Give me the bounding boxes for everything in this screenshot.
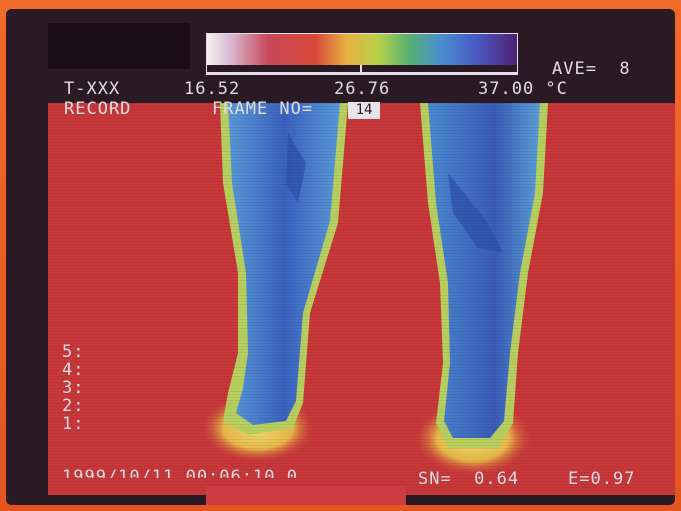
timestamp-label: 1999/10/11 00:06:10.0 — [62, 467, 298, 487]
frame-number-value: 14 — [348, 102, 380, 119]
average-readout: AVE= 8 — [552, 59, 631, 79]
side-marker-5: 5: — [62, 342, 85, 362]
model-label: T-XXX — [64, 79, 121, 99]
blank-label-box — [48, 23, 190, 69]
thermal-monitor-screen: AVE= 8 T-XXX 16.52 26.76 37.00 °C RECORD… — [6, 9, 675, 505]
left-panel — [6, 103, 48, 505]
frame-number-label: FRAME NO= — [212, 99, 314, 119]
left-leg — [228, 103, 340, 425]
thermal-image-area — [48, 103, 675, 505]
thermal-legs-image — [200, 103, 548, 476]
sn-readout: SN= 0.64 — [418, 469, 520, 489]
side-marker-4: 4: — [62, 360, 85, 380]
scale-mid-label: 26.76 — [334, 79, 391, 99]
side-marker-3: 3: — [62, 378, 85, 398]
side-marker-1: 1: — [62, 414, 85, 434]
temperature-colorbar — [206, 33, 518, 75]
scale-min-label: 16.52 — [184, 79, 241, 99]
mode-label: RECORD — [64, 99, 132, 119]
footer-overlay — [206, 487, 406, 505]
side-marker-2: 2: — [62, 396, 85, 416]
emissivity-readout: E=0.97 — [568, 469, 636, 489]
scale-max-label: 37.00 °C — [478, 79, 568, 99]
